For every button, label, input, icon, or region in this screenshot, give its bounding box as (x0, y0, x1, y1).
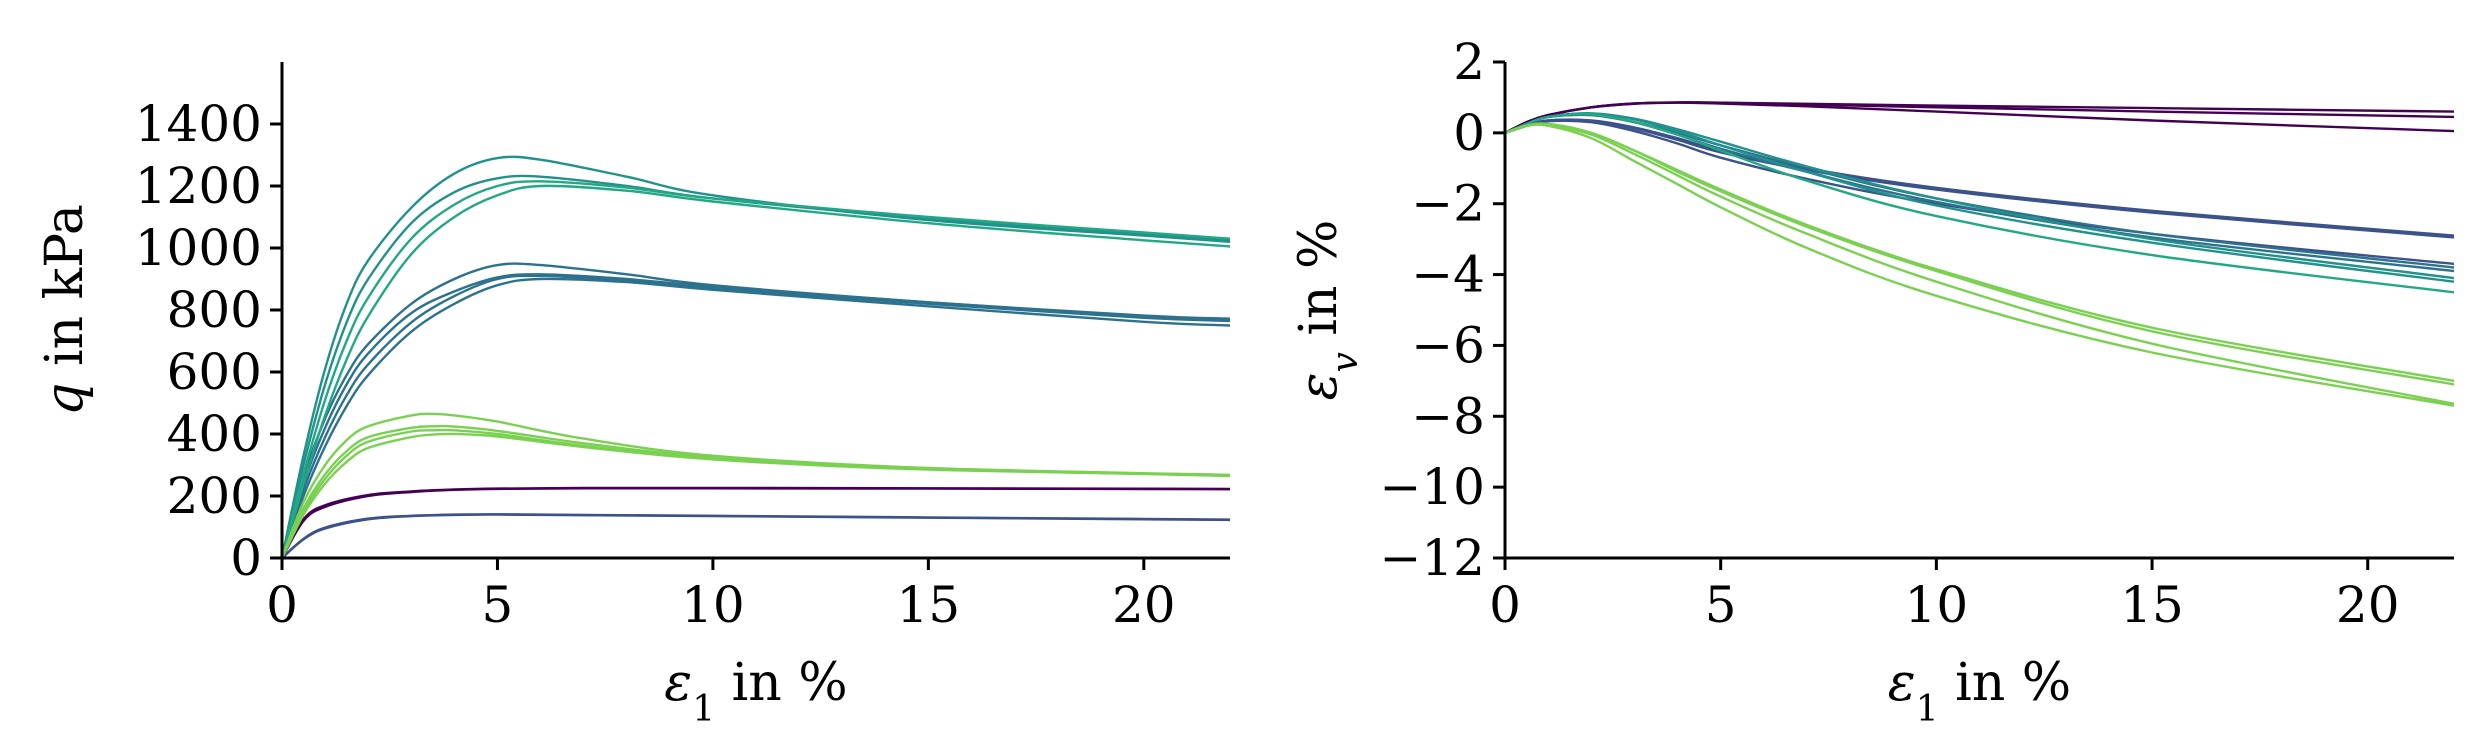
right-series-group (1505, 101, 2454, 407)
left-x-tick-label: 15 (897, 576, 961, 634)
left-series-line-15 (282, 428, 1230, 558)
left-series-line-2 (282, 486, 1230, 558)
right-y-tick-label: 0 (1453, 104, 1485, 162)
left-series-line-12 (282, 184, 1230, 558)
right-x-tick-label: 10 (1905, 576, 1969, 634)
left-y-tick-label: 1000 (135, 219, 262, 277)
left-y-tick-label: 400 (167, 405, 262, 463)
left-x-axis-label: ε1 in % (664, 653, 847, 730)
left-series-line-7 (282, 274, 1230, 558)
right-series-line-3 (1505, 101, 2454, 135)
right-y-tick-label: −8 (1411, 387, 1485, 445)
left-series-line-16 (282, 432, 1230, 558)
left-y-axis-label: q in kPa (35, 204, 95, 416)
right-y-tick-label: 2 (1453, 33, 1485, 91)
left-series-group (282, 155, 1230, 558)
left-series-line-5 (282, 262, 1230, 558)
left-series-line-3 (282, 513, 1230, 558)
right-series-line-7 (1505, 113, 2454, 269)
left-y-tick-label: 200 (167, 467, 262, 525)
left-axes (280, 62, 1230, 560)
left-y-tick-label: 600 (167, 343, 262, 401)
right-x-tick-label: 20 (2336, 576, 2400, 634)
right-series-line-13 (1505, 122, 2454, 386)
left-x-tick-label: 20 (1112, 576, 1176, 634)
left-series-line-11 (282, 180, 1230, 558)
right-y-tick-label: −4 (1411, 246, 1485, 304)
left-x-tick-label: 0 (266, 576, 298, 634)
left-y-tick-label: 0 (230, 529, 262, 587)
right-x-tick-label: 0 (1489, 576, 1521, 634)
right-x-tick-label: 5 (1705, 576, 1737, 634)
right-series-line-11 (1505, 112, 2454, 294)
right-panel: 0 5 10 15 20 −12 −10 −8 −6 −4 −2 0 2 ε1 in % εv in % (1289, 33, 2454, 730)
right-y-axis-label: εv in % (1289, 220, 1366, 401)
right-y-tick-label: −2 (1411, 175, 1485, 233)
left-series-line-8 (282, 277, 1230, 558)
right-series-line-4 (1505, 118, 2454, 237)
left-series-line-1 (282, 486, 1230, 558)
right-y-tick-label: −12 (1379, 529, 1485, 587)
right-ticks: 0 5 10 15 20 −12 −10 −8 −6 −4 −2 0 2 (1379, 33, 2399, 634)
left-series-line-10 (282, 174, 1230, 558)
left-series-line-4 (282, 513, 1230, 558)
right-series-line-5 (1505, 118, 2454, 239)
right-y-tick-label: −10 (1379, 458, 1485, 516)
left-series-line-9 (282, 155, 1230, 558)
left-x-tick-label: 10 (681, 576, 745, 634)
right-y-tick-label: −6 (1411, 316, 1485, 374)
right-series-line-15 (1505, 123, 2454, 407)
left-x-tick-label: 5 (482, 576, 514, 634)
left-series-line-6 (282, 273, 1230, 558)
right-x-tick-label: 15 (2120, 576, 2184, 634)
right-axes (1503, 62, 2454, 560)
left-y-tick-label: 1400 (135, 95, 262, 153)
right-x-axis-label: ε1 in % (1888, 653, 2071, 730)
left-y-tick-label: 1200 (135, 157, 262, 215)
left-y-tick-label: 800 (167, 281, 262, 339)
